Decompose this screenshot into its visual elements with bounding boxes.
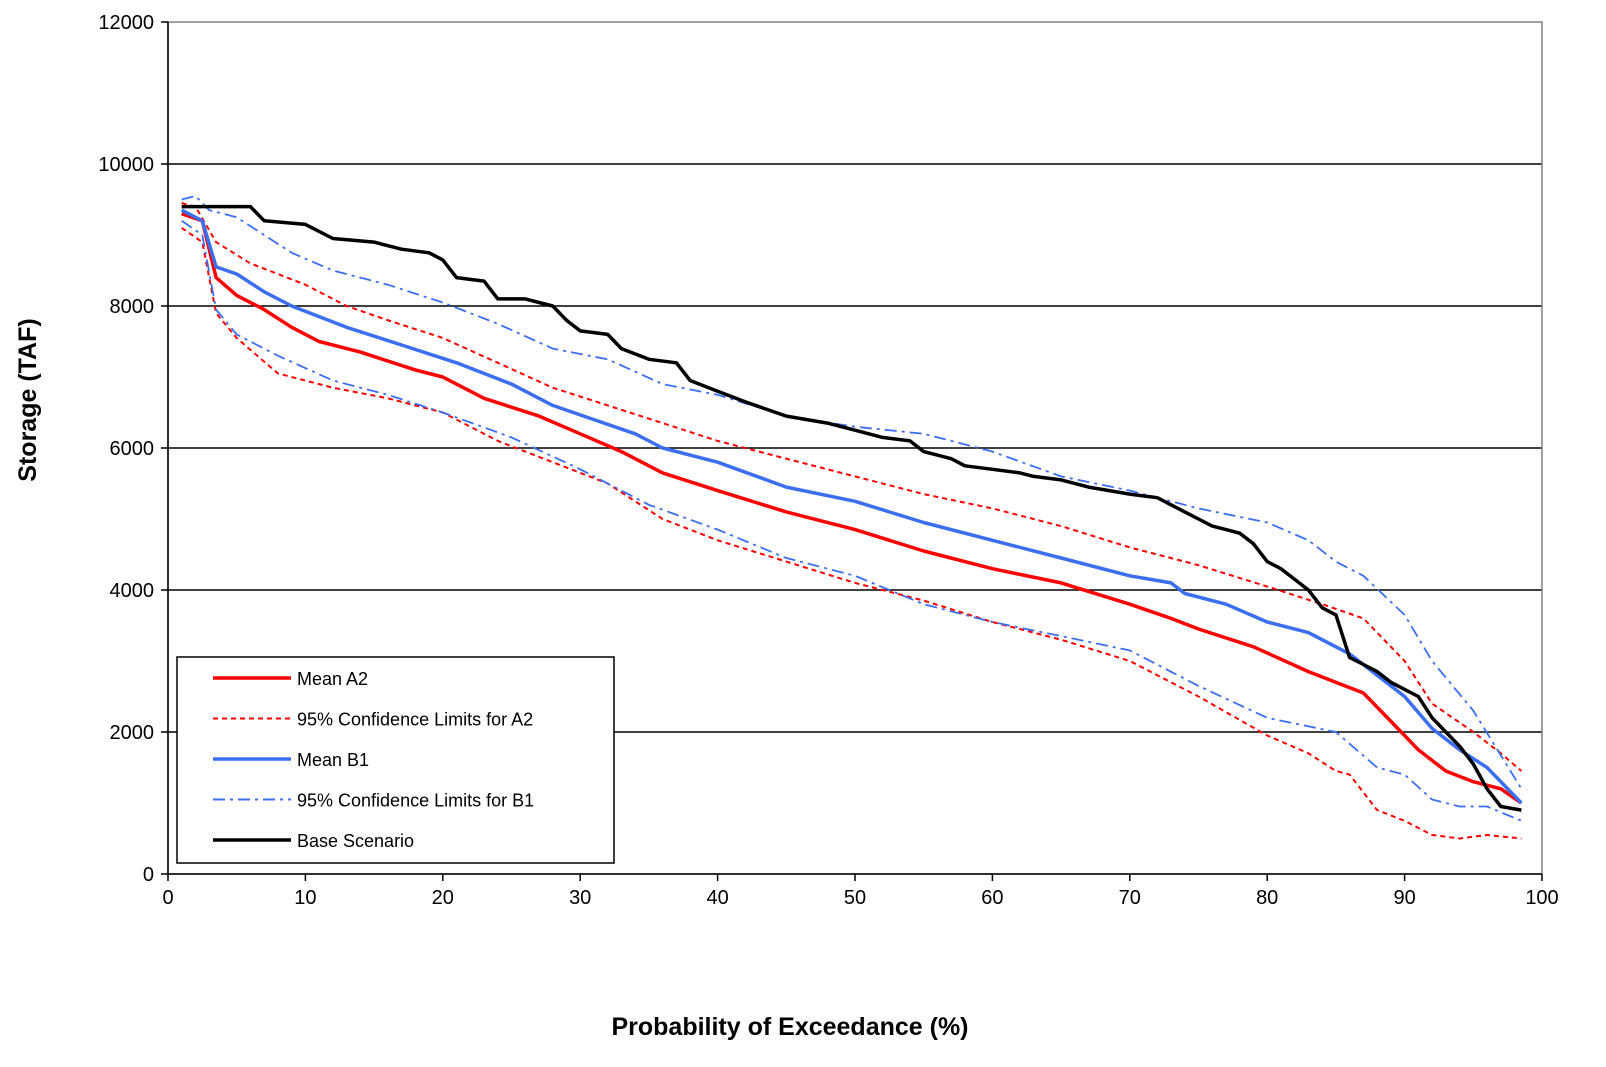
x-tick-label: 20	[432, 887, 454, 909]
legend-label-95-confidence-limits-for-b1: 95% Confidence Limits for B1	[297, 791, 534, 811]
y-tick-label: 12000	[98, 12, 154, 34]
y-tick-label: 10000	[98, 154, 154, 176]
x-tick-label: 60	[981, 887, 1003, 909]
x-tick-label: 0	[162, 887, 173, 909]
x-tick-label: 90	[1393, 887, 1415, 909]
y-tick-label: 0	[143, 864, 154, 886]
legend-label-95-confidence-limits-for-a2: 95% Confidence Limits for A2	[297, 710, 533, 730]
x-tick-label: 80	[1256, 887, 1278, 909]
y-tick-label: 4000	[110, 580, 155, 602]
y-tick-label: 6000	[110, 438, 155, 460]
legend-label-mean-a2: Mean A2	[297, 669, 368, 689]
series-lines	[180, 195, 1523, 840]
x-tick-label: 50	[844, 887, 866, 909]
legend-label-mean-b1: Mean B1	[297, 750, 369, 770]
axes	[161, 21, 1543, 881]
y-axis-title: Storage (TAF)	[14, 318, 42, 481]
x-tick-label: 70	[1119, 887, 1141, 909]
y-tick-label: 2000	[110, 722, 155, 744]
series-line-base-scenario	[181, 204, 1522, 812]
x-tick-label: 10	[294, 887, 316, 909]
x-tick-label: 100	[1525, 887, 1558, 909]
x-tick-label: 30	[569, 887, 591, 909]
legend-label-base-scenario: Base Scenario	[297, 831, 414, 851]
legend-items: Mean A2 95% Confidence Limits for A2 Mean …	[213, 669, 534, 851]
series-line-95-confidence-limits-for-b1-lower	[181, 220, 1522, 822]
x-tick-label: 40	[706, 887, 728, 909]
x-axis-title: Probability of Exceedance (%)	[611, 1013, 968, 1041]
y-tick-labels: 0 2000 4000 6000 8000 10000 12000	[98, 12, 154, 886]
series-line-mean-a2	[181, 212, 1523, 805]
series-line-95-confidence-limits-for-a2-upper	[181, 202, 1523, 772]
y-tick-label: 8000	[110, 296, 155, 318]
grid-lines	[168, 163, 1542, 733]
x-tick-labels: 0 10 20 30 40 50 60 70 80 90 100	[162, 887, 1558, 909]
legend: Mean A2 95% Confidence Limits for A2 Mean …	[176, 656, 615, 864]
